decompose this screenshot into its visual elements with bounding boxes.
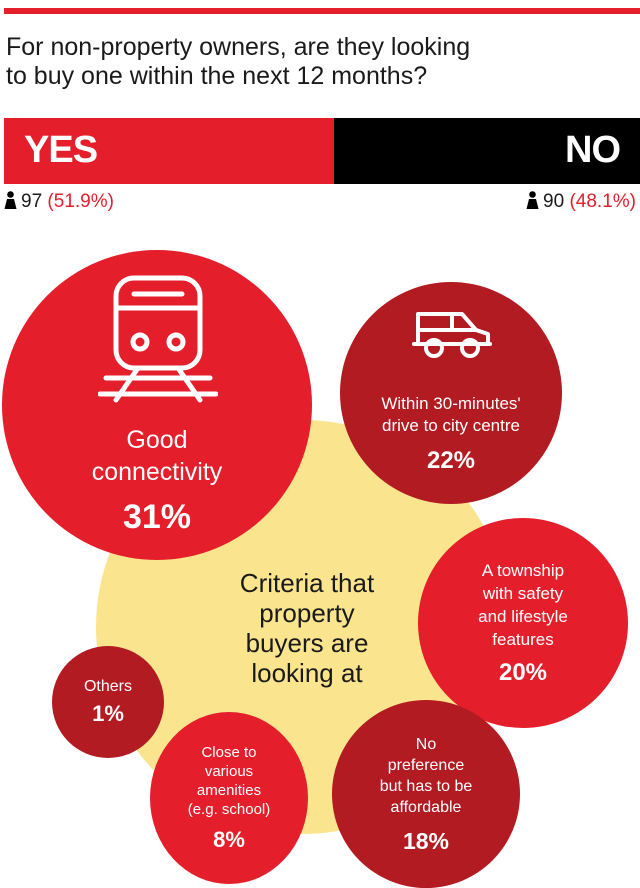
bubble-value: 20% (498, 659, 548, 686)
no-bar: NO (334, 118, 640, 184)
top-rule (4, 8, 640, 14)
bubble-others: Others 1% (52, 646, 164, 758)
no-label: NO (565, 129, 621, 171)
bubble-label: Close to various amenities (e.g. school) (187, 744, 271, 818)
car-icon (412, 312, 492, 358)
person-icon (4, 191, 17, 209)
question-line-2: to buy one within the next 12 months? (6, 62, 428, 90)
bubble-label: Good connectivity (91, 425, 223, 486)
yes-bar: YES (4, 118, 334, 184)
yes-count: 97 (51.9%) (4, 191, 114, 213)
no-count-value: 90 (543, 191, 565, 212)
yes-count-value: 97 (21, 191, 43, 212)
bubble-good-connectivity: Good connectivity 31% (2, 250, 312, 560)
center-title: Criteria that property buyers are lookin… (239, 568, 375, 688)
bubble-label: Within 30-minutes' drive to city centre (381, 394, 521, 435)
bubble-label: Others (83, 678, 132, 695)
question-title: For non-property owners, are they lookin… (6, 33, 626, 91)
bubble-value: 31% (122, 497, 192, 536)
yes-label: YES (24, 129, 98, 171)
bubble-label: A township with safety and lifestyle fea… (478, 561, 568, 649)
bubble-amenities: Close to various amenities (e.g. school)… (150, 712, 308, 884)
bubble-township: A township with safety and lifestyle fea… (418, 518, 628, 728)
person-icon (526, 191, 539, 209)
bubble-value: 22% (426, 447, 476, 474)
bubble-label: No preference but has to be affordable (379, 735, 473, 816)
yes-percent: (51.9%) (47, 191, 114, 212)
no-percent: (48.1%) (569, 191, 636, 212)
no-count: 90 (48.1%) (526, 191, 636, 213)
bubble-value: 8% (213, 827, 245, 852)
bubble-value: 18% (402, 827, 450, 854)
question-line-1: For non-property owners, are they lookin… (6, 33, 471, 61)
bubble-no-preference: No preference but has to be affordable 1… (332, 700, 520, 888)
train-icon (98, 275, 218, 403)
bubble-value: 1% (92, 701, 124, 726)
